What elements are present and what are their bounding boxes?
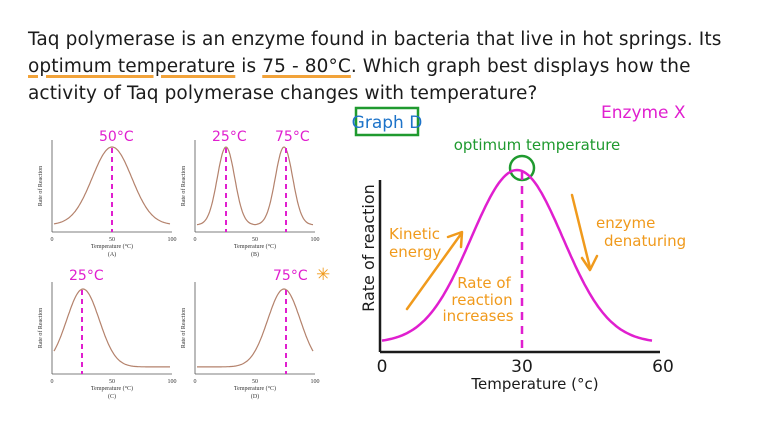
graph-d-small-ylabel: Rate of Reaction [180,308,187,348]
graph-c-ylabel: Rate of Reaction [37,308,44,348]
denaturing-arrow-icon [570,193,599,272]
graph-c-tick-50: 50 [109,379,115,385]
graph-d-small-tick-100: 100 [311,379,320,385]
star-mark-icon: ✳ [316,265,330,285]
question-line-1: Taq polymerase is an enzyme found in bac… [28,29,722,50]
kinetic-arrow-icon [405,230,464,311]
rate-label-line2: reaction [451,291,512,309]
graph-a-tick-0: 0 [51,237,54,243]
graph-a-tick-50: 50 [109,237,115,243]
graph-b-tick-50: 50 [252,237,258,243]
graph-b-annotation-left: 25°C [212,129,247,145]
graph-d-title: Graph D [352,113,423,133]
graph-a-curve [53,146,171,225]
graph-b-xlabel: Temperature (°C) [234,243,276,250]
graph-b-letter: (B) [251,251,259,258]
kinetic-label-line1: Kinetic [389,225,440,243]
optimum-temperature-label: optimum temperature [454,136,621,154]
graph-a-annotation: 50°C [99,129,134,145]
highlight-optimum-temperature: optimum temperature [28,56,236,77]
graph-c-curve [53,288,170,368]
graph-b-tick-0: 0 [194,237,197,243]
rate-label-line3: increases [442,307,513,325]
denaturing-label-line1: enzyme [596,214,655,232]
graph-d-small-curve [197,288,314,368]
graph-b-tick-100: 100 [311,237,320,243]
graph-c-tick-0: 0 [51,379,54,385]
highlight-temperature-range: 75 - 80°C [262,56,351,77]
graph-d-ylabel: Rate of reaction [359,184,378,312]
graph-a-tick-100: 100 [168,237,177,243]
graph-d-large: Graph D Enzyme X optimum temperature Rat… [352,103,687,393]
question-line-2-rest: . Which graph best displays how the [350,56,691,77]
graph-b-annotation-right: 75°C [275,129,310,145]
graph-d-small-tick-0: 0 [194,379,197,385]
graph-d-small-tick-50: 50 [252,379,258,385]
graph-d-small-annotation: 75°C [273,268,308,284]
graph-a-xlabel: Temperature (°C) [91,243,133,250]
graph-c-xlabel: Temperature (°C) [91,385,133,392]
graph-c-tick-100: 100 [168,379,177,385]
graph-b: 25°C 75°C Rate of Reaction 0 50 100 Temp… [180,129,320,258]
graph-c-annotation: 25°C [69,268,104,284]
graph-d-xlabel: Temperature (°c) [470,375,598,393]
graph-d-tick-60: 60 [652,357,674,377]
kinetic-label-line2: energy [389,243,441,261]
question-text: Taq polymerase is an enzyme found in bac… [28,26,748,107]
graph-b-curve [196,146,314,226]
graph-b-ylabel: Rate of Reaction [180,166,187,206]
question-line-3: activity of Taq polymerase changes with … [28,83,538,104]
graph-d-tick-0: 0 [377,357,388,377]
graph-d-small-xlabel: Temperature (°C) [234,385,276,392]
graph-d-small-letter: (D) [251,393,259,400]
graph-c-letter: (C) [108,393,116,400]
graph-d-title-box [354,106,420,137]
question-line-2: optimum temperature is 75 - 80°C. Which … [28,53,748,80]
graph-d-small: 75°C ✳ Rate of Reaction 0 50 100 Tempera… [180,265,330,400]
graph-a: 50°C Rate of Reaction 0 50 100 Temperatu… [37,129,177,258]
rate-label-line1: Rate of [457,274,511,292]
graph-c: 25°C Rate of Reaction 0 50 100 Temperatu… [37,268,177,400]
graph-a-letter: (A) [108,251,116,258]
graph-d-tick-30: 30 [511,357,533,377]
enzyme-x-label: Enzyme X [601,103,686,123]
graph-d-curve [381,168,653,342]
question-line-2-mid: is [235,56,263,77]
denaturing-label-line2: denaturing [604,232,686,250]
graph-a-ylabel: Rate of Reaction [37,166,44,206]
